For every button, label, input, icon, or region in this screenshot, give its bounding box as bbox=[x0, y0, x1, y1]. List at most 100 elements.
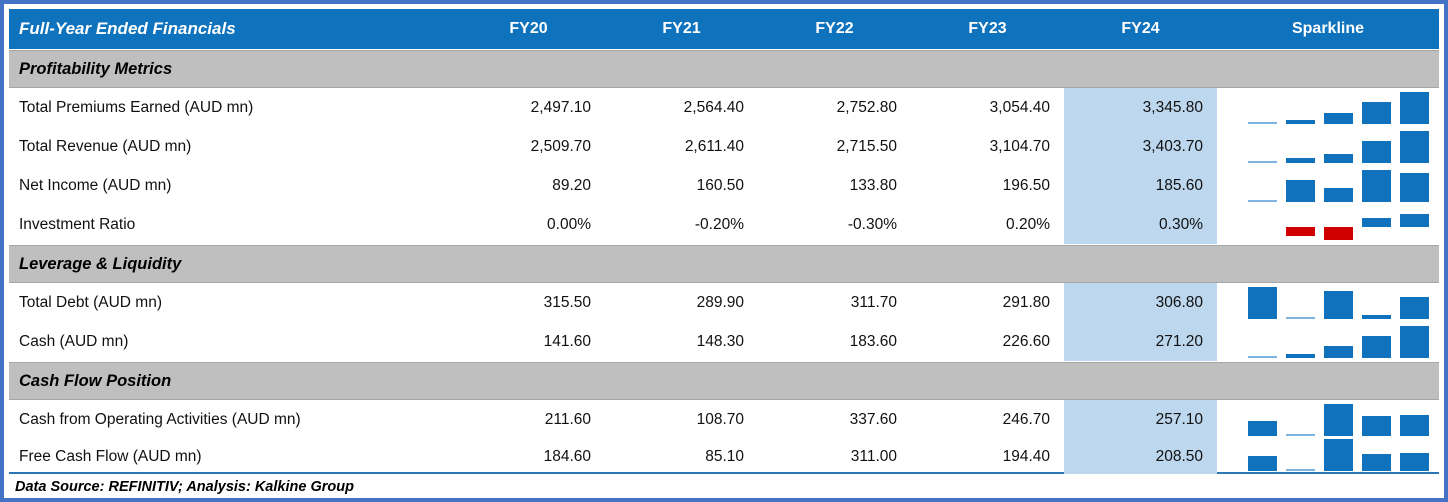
sparkline-bar bbox=[1248, 356, 1277, 358]
sparkline-bar bbox=[1400, 214, 1429, 227]
cell-fy23: 0.20% bbox=[1006, 215, 1050, 233]
sparkline-bar bbox=[1248, 287, 1277, 319]
sparkline-bar bbox=[1362, 336, 1391, 358]
cell-fy23: 291.80 bbox=[1002, 293, 1050, 311]
sparkline bbox=[1217, 88, 1439, 127]
sparkline-bar bbox=[1248, 200, 1277, 202]
sparkline-bar bbox=[1248, 421, 1277, 436]
sparkline bbox=[1217, 439, 1439, 474]
cell-fy24: 0.30% bbox=[1064, 205, 1217, 244]
row-label: Cash (AUD mn) bbox=[19, 332, 129, 350]
cell-fy22: 311.00 bbox=[850, 447, 897, 465]
sparkline-bar bbox=[1248, 161, 1277, 163]
cell-fy21: -0.20% bbox=[694, 215, 744, 233]
section-title: Profitability Metrics bbox=[19, 59, 173, 78]
row-label: Total Premiums Earned (AUD mn) bbox=[19, 98, 254, 116]
cell-fy24: 271.20 bbox=[1064, 322, 1217, 361]
row-label: Total Debt (AUD mn) bbox=[19, 293, 162, 311]
sparkline bbox=[1217, 400, 1439, 439]
section-header-leverage: Leverage & Liquidity bbox=[9, 245, 1439, 283]
cell-fy23: 3,054.40 bbox=[989, 98, 1050, 116]
sparkline-bar bbox=[1362, 170, 1391, 202]
row-label: Free Cash Flow (AUD mn) bbox=[19, 447, 202, 465]
cell-fy22: 183.60 bbox=[849, 332, 897, 350]
sparkline-bar bbox=[1286, 434, 1315, 436]
table-row: Net Income (AUD mn) 89.20 160.50 133.80 … bbox=[9, 166, 1439, 205]
cell-fy24: 3,403.70 bbox=[1064, 127, 1217, 166]
sparkline-bar bbox=[1324, 188, 1353, 202]
sparkline-bar bbox=[1324, 227, 1353, 240]
cell-fy24: 257.10 bbox=[1064, 400, 1217, 439]
table-row: Free Cash Flow (AUD mn) 184.60 85.10 311… bbox=[9, 439, 1439, 474]
cell-fy20: 184.60 bbox=[543, 447, 591, 465]
sparkline-bar bbox=[1324, 404, 1353, 436]
table-title: Full-Year Ended Financials bbox=[19, 19, 236, 38]
sparkline-bar bbox=[1324, 346, 1353, 358]
cell-fy22: -0.30% bbox=[847, 215, 897, 233]
sparkline-bar bbox=[1324, 439, 1353, 471]
sparkline bbox=[1217, 166, 1439, 205]
cell-fy23: 196.50 bbox=[1002, 176, 1050, 194]
sparkline-bar bbox=[1286, 354, 1315, 358]
sparkline-bar bbox=[1248, 122, 1277, 124]
sparkline-bar bbox=[1286, 469, 1315, 471]
column-header-fy24: FY24 bbox=[1121, 20, 1160, 37]
sparkline-bar bbox=[1286, 158, 1315, 163]
sparkline-bar bbox=[1400, 92, 1429, 124]
cell-fy20: 211.60 bbox=[544, 410, 591, 428]
sparkline bbox=[1217, 205, 1439, 244]
section-header-cashflow: Cash Flow Position bbox=[9, 362, 1439, 400]
sparkline-bar bbox=[1286, 317, 1315, 319]
cell-fy24: 3,345.80 bbox=[1064, 88, 1217, 127]
sparkline-bar bbox=[1324, 154, 1353, 163]
sparkline-bar bbox=[1362, 102, 1391, 124]
table-header-row: Full-Year Ended Financials FY20 FY21 FY2… bbox=[9, 9, 1439, 49]
sparkline-bar bbox=[1362, 454, 1391, 471]
table-row: Cash (AUD mn) 141.60 148.30 183.60 226.6… bbox=[9, 322, 1439, 361]
table-row: Total Premiums Earned (AUD mn) 2,497.10 … bbox=[9, 88, 1439, 127]
cell-fy23: 3,104.70 bbox=[989, 137, 1050, 155]
row-label: Total Revenue (AUD mn) bbox=[19, 137, 192, 155]
sparkline-bar bbox=[1400, 131, 1429, 163]
sparkline-bar bbox=[1324, 113, 1353, 124]
data-source-note: Data Source: REFINITIV; Analysis: Kalkin… bbox=[15, 479, 354, 495]
table-row: Investment Ratio 0.00% -0.20% -0.30% 0.2… bbox=[9, 205, 1439, 244]
sparkline-bar bbox=[1362, 416, 1391, 436]
section-title: Cash Flow Position bbox=[19, 371, 172, 390]
cell-fy24: 306.80 bbox=[1064, 283, 1217, 322]
sparkline-bar bbox=[1400, 415, 1429, 436]
row-label: Net Income (AUD mn) bbox=[19, 176, 172, 194]
cell-fy20: 0.00% bbox=[547, 215, 591, 233]
cell-fy22: 311.70 bbox=[850, 293, 897, 311]
cell-fy24: 208.50 bbox=[1064, 439, 1217, 474]
sparkline-bar bbox=[1400, 297, 1429, 319]
column-header-fy22: FY22 bbox=[815, 20, 854, 37]
column-header-fy21: FY21 bbox=[662, 20, 701, 37]
cell-fy21: 85.10 bbox=[705, 447, 744, 465]
cell-fy21: 2,611.40 bbox=[684, 137, 744, 155]
cell-fy20: 89.20 bbox=[552, 176, 591, 194]
sparkline-bar bbox=[1400, 453, 1429, 471]
table-row: Total Revenue (AUD mn) 2,509.70 2,611.40… bbox=[9, 127, 1439, 166]
sparkline bbox=[1217, 127, 1439, 166]
sparkline-bar bbox=[1286, 120, 1315, 124]
cell-fy22: 2,752.80 bbox=[836, 98, 897, 116]
column-header-fy20: FY20 bbox=[509, 20, 548, 37]
cell-fy21: 2,564.40 bbox=[683, 98, 744, 116]
cell-fy24: 185.60 bbox=[1064, 166, 1217, 205]
sparkline-bar bbox=[1362, 315, 1391, 319]
cell-fy20: 2,509.70 bbox=[530, 137, 591, 155]
cell-fy21: 160.50 bbox=[696, 176, 744, 194]
cell-fy20: 2,497.10 bbox=[530, 98, 591, 116]
column-header-sparkline: Sparkline bbox=[1291, 20, 1365, 37]
cell-fy20: 315.50 bbox=[543, 293, 591, 311]
cell-fy23: 194.40 bbox=[1002, 447, 1050, 465]
cell-fy23: 226.60 bbox=[1002, 332, 1050, 350]
sparkline-bar bbox=[1362, 141, 1391, 163]
table-row: Cash from Operating Activities (AUD mn) … bbox=[9, 400, 1439, 439]
sparkline-bar bbox=[1286, 180, 1315, 202]
sparkline-bar bbox=[1400, 173, 1429, 202]
sparkline-bar bbox=[1324, 291, 1353, 319]
footer-separator-line bbox=[9, 472, 1439, 474]
